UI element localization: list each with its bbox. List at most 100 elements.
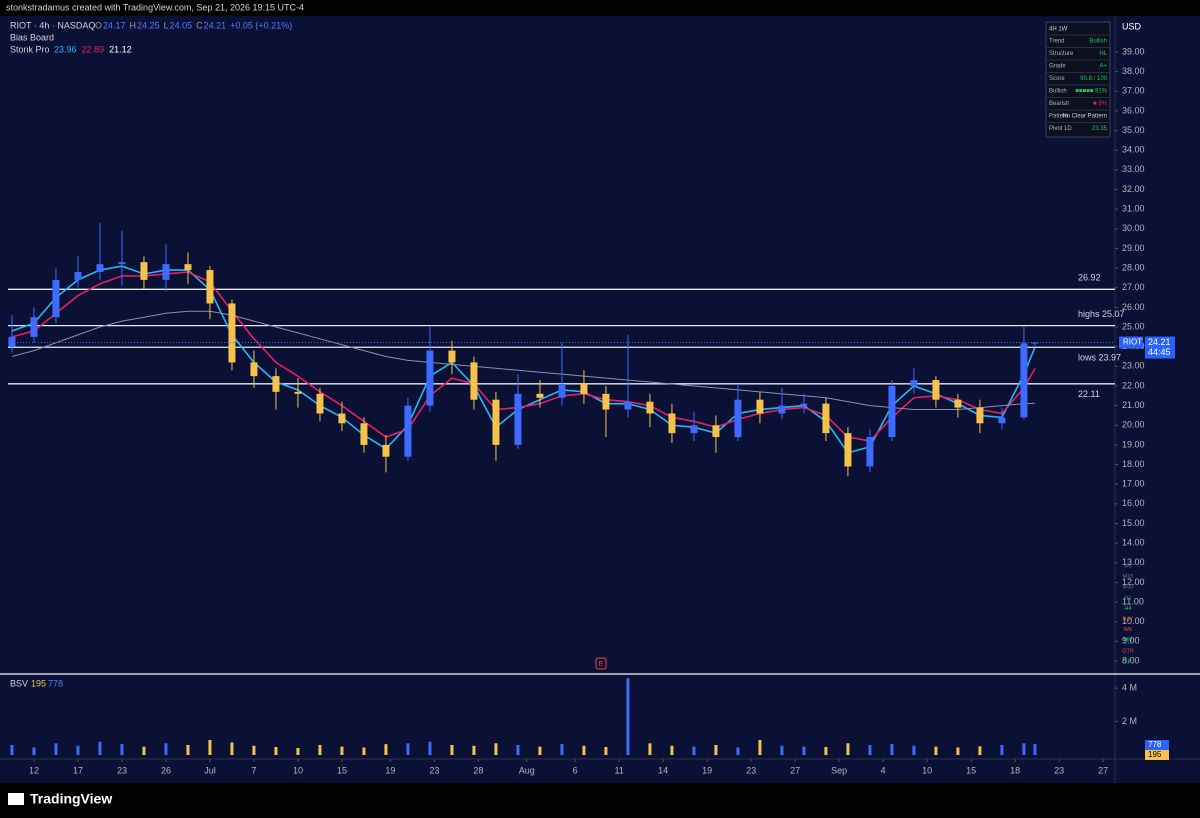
- y-tick-label: 12.00: [1122, 577, 1145, 587]
- volume-bar: [956, 747, 960, 755]
- timeframe[interactable]: M30: [1123, 585, 1134, 591]
- x-tick-label: 6: [573, 765, 578, 775]
- volume-legend: BSV: [10, 678, 28, 688]
- y-tick-label: 28.00: [1122, 262, 1145, 272]
- volume-bar: [230, 742, 234, 755]
- bias-value: 90.8 / 100: [1080, 76, 1107, 82]
- volume-bar: [824, 746, 828, 755]
- timeframe[interactable]: M15: [1123, 574, 1134, 580]
- y-tick-label: 31.00: [1122, 204, 1145, 214]
- candle-body: [470, 362, 478, 400]
- volume-bar: [274, 746, 278, 755]
- volume-bar: [428, 741, 432, 755]
- bias-value: Bullish: [1089, 39, 1107, 45]
- x-tick-label: 7: [251, 765, 256, 775]
- ma-line: [11, 265, 1036, 454]
- candle-body: [822, 403, 830, 434]
- y-tick-label: 20.00: [1122, 420, 1145, 430]
- volume-bar: [142, 746, 146, 755]
- y-tick-label: 34.00: [1122, 145, 1145, 155]
- timeframe[interactable]: DAY: [1123, 616, 1134, 622]
- timeframe[interactable]: WK: [1124, 627, 1133, 633]
- volume-bar: [978, 746, 982, 755]
- candle-body: [932, 380, 940, 400]
- candle-body: [228, 303, 236, 363]
- earnings-marker[interactable]: E: [599, 661, 604, 668]
- bias-value: HL: [1099, 51, 1107, 57]
- candle-body: [800, 403, 808, 406]
- volume-bar: [164, 743, 168, 755]
- volume-bar: [868, 744, 872, 755]
- candle-body: [492, 399, 500, 445]
- x-tick-label: 26: [161, 765, 171, 775]
- candle-body: [74, 272, 82, 280]
- y-tick-label: 21.00: [1122, 400, 1145, 410]
- candle-body: [580, 383, 588, 394]
- candle-body: [338, 413, 346, 424]
- volume-bar: [208, 739, 212, 755]
- candle-body: [514, 393, 522, 445]
- ohlc-value: 24.17: [103, 20, 126, 30]
- bias-board: [1045, 21, 1111, 138]
- bias-key: Bullish: [1049, 89, 1067, 95]
- volume-bar: [98, 741, 102, 755]
- volume-bar: [648, 743, 652, 755]
- bsv-tag-value: 195: [1148, 750, 1162, 759]
- y-tick-label: 10.00: [1122, 616, 1145, 626]
- candle-body: [8, 336, 16, 347]
- credit: stonkstradamus created with TradingView.…: [6, 2, 304, 12]
- candle-body: [866, 437, 874, 467]
- bias-value: ■■■■■ 91%: [1075, 89, 1107, 95]
- y-tick-label: 29.00: [1122, 243, 1145, 253]
- candle-body: [1020, 343, 1028, 418]
- timeframe[interactable]: H1: [1124, 595, 1131, 601]
- level-label: highs 25.07: [1078, 309, 1125, 319]
- volume-bar: [252, 745, 256, 755]
- timeframe[interactable]: YR: [1124, 659, 1132, 665]
- candle-body: [844, 433, 852, 467]
- volume-bar: [384, 744, 388, 755]
- y-tick-label: 37.00: [1122, 86, 1145, 96]
- candle-body: [888, 385, 896, 438]
- y-tick-label: 33.00: [1122, 164, 1145, 174]
- y-tick-label: 23.00: [1122, 361, 1145, 371]
- volume-bar: [54, 743, 58, 755]
- timeframe[interactable]: MN: [1124, 638, 1133, 644]
- volume-y-tick-label: 2 M: [1122, 716, 1137, 726]
- x-tick-label: 4: [881, 765, 886, 775]
- candle-body: [756, 399, 764, 414]
- indicator-value: 22.89: [82, 44, 105, 54]
- candle-body: [646, 401, 654, 414]
- bias-value: A+: [1099, 64, 1107, 70]
- candle-body: [294, 391, 302, 394]
- volume-bar: [186, 744, 190, 755]
- x-tick-label: 15: [966, 765, 976, 775]
- volume-bar: [626, 678, 630, 755]
- volume-bar: [780, 745, 784, 755]
- timeframe[interactable]: H4: [1124, 606, 1131, 612]
- candle-body: [998, 417, 1006, 424]
- volume-bar: [912, 745, 916, 755]
- bias-value: 23.35: [1092, 126, 1108, 132]
- y-tick-label: 22.00: [1122, 380, 1145, 390]
- timeframe[interactable]: M5: [1124, 563, 1132, 569]
- x-tick-label: 11: [614, 765, 623, 775]
- x-tick-label: Jul: [204, 765, 216, 775]
- candle-body: [448, 350, 456, 363]
- volume-bar: [736, 747, 740, 755]
- volume-bar: [1033, 744, 1037, 755]
- y-tick-label: 9.00: [1122, 636, 1140, 646]
- volume-bar: [516, 744, 520, 755]
- x-tick-label: 14: [658, 765, 668, 775]
- bias-key: Trend: [1049, 39, 1064, 45]
- x-tick-label: 28: [473, 765, 483, 775]
- y-tick-label: 13.00: [1122, 557, 1145, 567]
- volume-bar: [32, 747, 36, 755]
- earnings-icon[interactable]: [595, 657, 607, 670]
- volume-legend-value: 195: [31, 678, 46, 688]
- candle-body: [624, 401, 632, 410]
- x-tick-label: 23: [429, 765, 439, 775]
- x-tick-label: 10: [922, 765, 932, 775]
- timeframe[interactable]: QTR: [1122, 648, 1134, 654]
